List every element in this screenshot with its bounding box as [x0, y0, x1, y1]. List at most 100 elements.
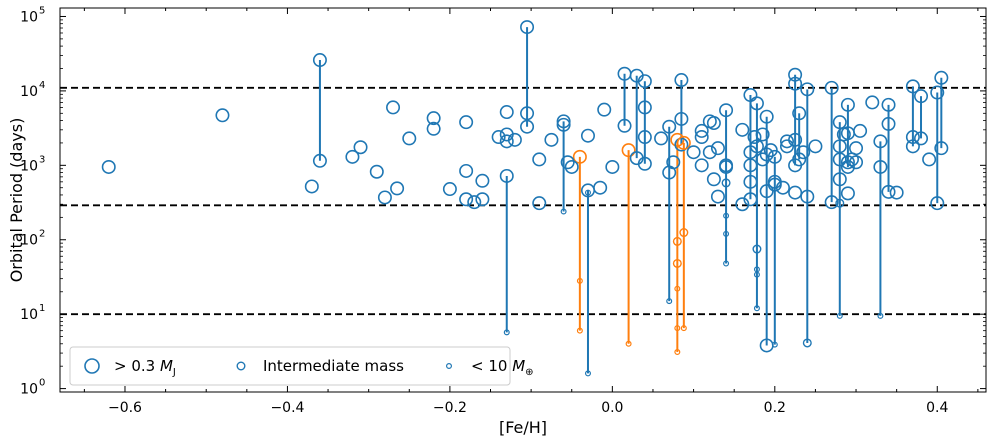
planet-point	[824, 195, 839, 210]
planet-point	[792, 152, 807, 167]
planet-point	[706, 116, 721, 131]
planet-point	[386, 100, 401, 115]
planet-point	[304, 179, 319, 194]
planet-point	[674, 137, 689, 152]
planet-point	[930, 85, 945, 100]
planet-point	[670, 132, 685, 147]
legend-box	[69, 346, 511, 386]
planet-point	[802, 338, 812, 348]
planet-point	[849, 155, 864, 170]
y-tick-label: 10	[20, 84, 38, 100]
planet-point	[674, 285, 681, 292]
planet-point	[694, 158, 709, 173]
planet-point	[637, 74, 652, 89]
planet-point	[459, 163, 474, 178]
x-tick-label: −0.4	[270, 400, 304, 416]
planet-point	[676, 135, 691, 150]
planet-point	[637, 156, 652, 171]
x-tick-label: 0.0	[601, 400, 623, 416]
planet-point	[749, 96, 764, 111]
planet-point	[836, 127, 851, 142]
planet-point	[840, 186, 855, 201]
planet-point	[853, 123, 868, 138]
planet-point	[532, 196, 547, 211]
x-axis-label: [Fe/H]	[499, 418, 547, 437]
planet-point	[584, 370, 591, 377]
planet-point	[877, 312, 884, 319]
planet-point	[402, 131, 417, 146]
planet-point	[934, 141, 949, 156]
planet-point	[345, 149, 360, 164]
planet-point	[743, 174, 758, 189]
legend: > 0.3 MJ Intermediate mass < 10 M⊕	[69, 346, 534, 386]
planet-point	[390, 181, 405, 196]
planet-point	[694, 123, 709, 138]
y-tick-exponent: 2	[39, 229, 45, 240]
plot-frame	[59, 7, 987, 393]
planet-point	[849, 141, 864, 156]
planet-point	[520, 20, 535, 35]
y-tick-label: 10	[20, 9, 38, 25]
planet-point	[779, 134, 794, 149]
planet-point	[215, 108, 230, 123]
planet-point	[507, 132, 522, 147]
legend-label: > 0.3 MJ	[114, 357, 176, 378]
planet-point	[694, 130, 709, 145]
planet-point	[755, 152, 770, 167]
planet-point	[674, 73, 689, 88]
y-axis-label: Orbital Period (days)	[7, 118, 26, 283]
planet-point	[593, 180, 608, 195]
planet-point	[499, 134, 514, 149]
planet-point	[556, 114, 571, 129]
planet-point	[459, 192, 474, 207]
planet-point	[625, 340, 632, 347]
planet-point	[840, 155, 855, 170]
planet-point	[796, 145, 811, 160]
planet-point	[788, 76, 803, 91]
planet-point	[753, 271, 760, 278]
y-tick-exponent: 0	[39, 378, 45, 389]
planet-point	[576, 327, 583, 334]
planet-point	[672, 236, 682, 246]
planet-point	[637, 130, 652, 145]
planet-point	[873, 159, 888, 174]
y-tick-label: 10	[20, 158, 38, 174]
planet-point	[749, 139, 764, 154]
planet-point	[520, 106, 535, 121]
planet-point	[771, 341, 778, 348]
planet-point	[743, 158, 758, 173]
planet-point	[666, 298, 673, 305]
planet-point	[743, 192, 758, 207]
planet-point	[679, 228, 689, 238]
planet-point	[617, 118, 632, 133]
planet-point	[560, 208, 567, 215]
planet-point	[499, 105, 514, 120]
planet-point	[353, 140, 368, 155]
planet-point	[312, 153, 327, 168]
planet-point	[654, 131, 669, 146]
planet-point	[747, 130, 762, 145]
planet-point	[710, 141, 725, 156]
planet-point	[572, 149, 587, 164]
planet-point	[865, 95, 880, 110]
planet-point	[674, 349, 681, 356]
legend-label: Intermediate mass	[263, 357, 404, 375]
planet-point	[881, 184, 896, 199]
planet-point	[662, 119, 677, 134]
x-tick-label: −0.6	[108, 400, 142, 416]
legend-marker	[84, 358, 100, 374]
planet-point	[544, 132, 559, 147]
planet-point	[621, 143, 636, 158]
x-tick-label: 0.4	[926, 400, 948, 416]
planet-point	[824, 80, 839, 95]
planet-point	[922, 152, 937, 167]
x-tick-label: −0.2	[433, 400, 467, 416]
planet-point	[597, 102, 612, 117]
planet-point	[808, 139, 823, 154]
planet-point	[719, 103, 734, 118]
planet-point	[840, 97, 855, 112]
planet-point	[755, 127, 770, 142]
planet-point	[721, 178, 731, 188]
y-tick-exponent: 5	[39, 5, 45, 16]
